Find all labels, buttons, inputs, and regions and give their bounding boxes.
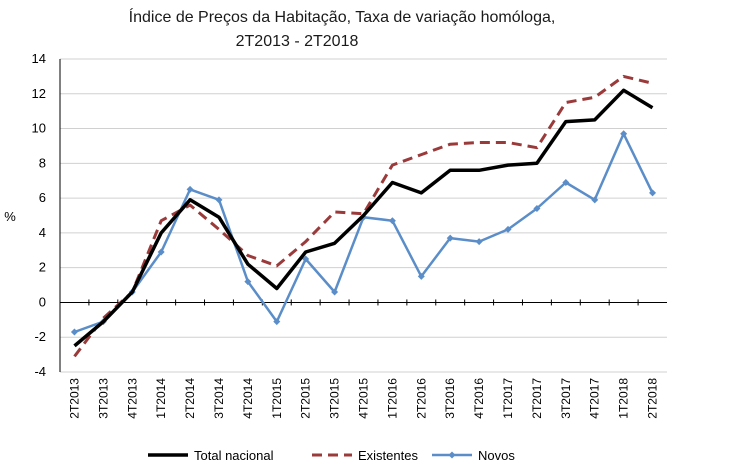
x-tick-label: 4T2013 xyxy=(125,378,139,419)
data-point-novos xyxy=(388,217,396,225)
y-tick-label: 10 xyxy=(32,121,46,136)
data-point-novos xyxy=(591,196,599,204)
y-tick-label: -4 xyxy=(34,364,46,379)
data-point-novos xyxy=(504,225,512,233)
data-point-novos xyxy=(70,328,78,336)
legend-marker xyxy=(448,451,456,459)
x-tick-label: 3T2013 xyxy=(96,378,110,419)
data-point-novos xyxy=(302,255,310,263)
data-point-novos xyxy=(649,189,657,197)
y-axis-label: % xyxy=(4,209,16,224)
y-ticks: -4 -2 0 2 4 6 8 10 12 14 xyxy=(32,51,46,379)
data-point-novos xyxy=(562,178,570,186)
data-point-novos xyxy=(157,248,165,256)
x-tick-label: 4T2016 xyxy=(472,378,486,419)
data-point-novos xyxy=(417,272,425,280)
data-point-novos xyxy=(186,185,194,193)
x-tick-label: 3T2017 xyxy=(559,378,573,419)
legend-label: Total nacional xyxy=(194,448,274,463)
x-tick-label: 3T2015 xyxy=(328,378,342,419)
data-point-novos xyxy=(244,278,252,286)
x-tick-label: 1T2016 xyxy=(385,378,399,419)
x-tick-label: 2T2013 xyxy=(67,378,81,419)
x-tick-label: 4T2014 xyxy=(241,378,255,419)
y-tick-label: 0 xyxy=(39,294,46,309)
y-tick-label: 6 xyxy=(39,190,46,205)
x-tick-label: 4T2015 xyxy=(357,378,371,419)
series-line-total-nacional xyxy=(73,88,654,348)
x-tick-label: 1T2014 xyxy=(154,378,168,419)
x-tick-label: 2T2015 xyxy=(299,378,313,419)
x-tick-label: 3T2016 xyxy=(443,378,457,419)
data-point-novos xyxy=(331,288,339,296)
legend-label: Existentes xyxy=(358,448,418,463)
x-ticks: 2T2013 3T2013 4T2013 1T2014 2T2014 3T2014 4T20… xyxy=(67,378,659,419)
y-tick-label: 2 xyxy=(39,260,46,275)
x-tick-label: 1T2018 xyxy=(617,378,631,419)
y-tick-label: 4 xyxy=(39,225,46,240)
y-tick-label: 8 xyxy=(39,155,46,170)
x-tick-label: 2T2017 xyxy=(530,378,544,419)
data-point-novos xyxy=(533,205,541,213)
chart-subtitle: 2T2013 - 2T2018 xyxy=(236,33,359,50)
series-group xyxy=(70,74,657,358)
y-tick-label: -2 xyxy=(34,329,46,344)
data-point-novos xyxy=(475,238,483,246)
data-point-novos xyxy=(620,130,628,138)
legend: Total nacional Existentes Novos xyxy=(148,448,515,463)
y-tick-label: 12 xyxy=(32,86,46,101)
x-tick-label: 1T2017 xyxy=(501,378,515,419)
legend-label: Novos xyxy=(478,448,515,463)
x-tick-label: 3T2014 xyxy=(212,378,226,419)
x-tick-label: 2T2014 xyxy=(183,378,197,419)
data-point-novos xyxy=(215,196,223,204)
data-point-novos xyxy=(273,318,281,326)
x-tick-label: 4T2017 xyxy=(588,378,602,419)
x-tick-label: 1T2015 xyxy=(270,378,284,419)
y-tick-label: 14 xyxy=(32,51,46,66)
x-tick-label: 2T2016 xyxy=(414,378,428,419)
x-tick-label: 2T2018 xyxy=(646,378,660,419)
chart-title: Índice de Preços da Habitação, Taxa de v… xyxy=(129,7,556,26)
data-point-novos xyxy=(446,234,454,242)
